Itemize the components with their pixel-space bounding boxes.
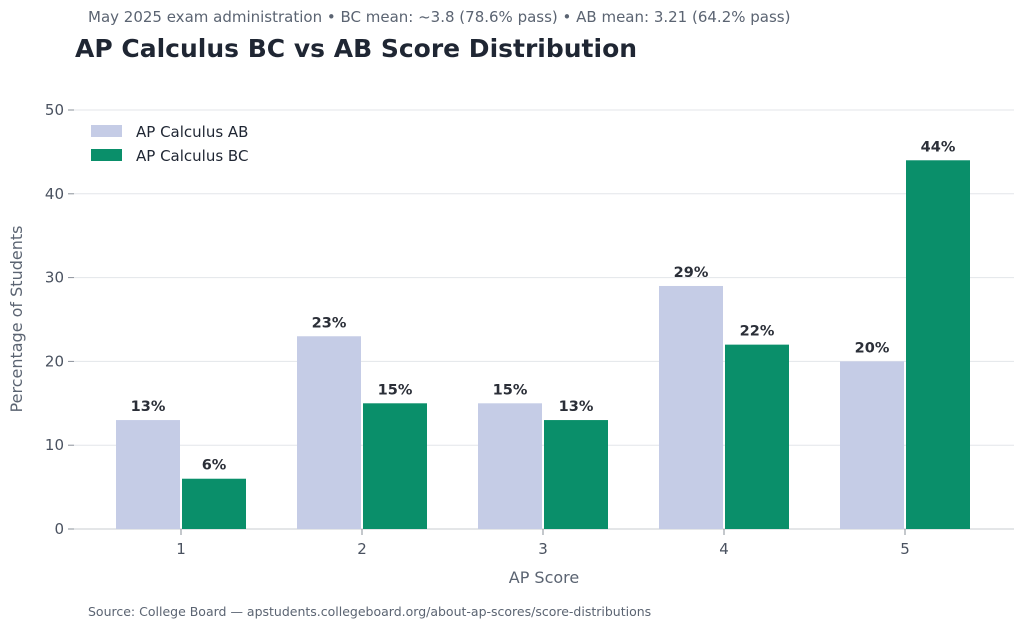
- y-tick-label: 10: [45, 436, 64, 454]
- data-label: 44%: [921, 139, 956, 155]
- data-label: 20%: [855, 340, 890, 356]
- bar-bc-score-4: [725, 344, 789, 529]
- x-tick-label: 3: [538, 540, 548, 558]
- data-label: 15%: [378, 382, 413, 398]
- legend: AP Calculus AB AP Calculus BC: [91, 123, 248, 165]
- chart-subtitle: May 2025 exam administration • BC mean: …: [88, 8, 791, 26]
- x-tick-label: 1: [176, 540, 186, 558]
- data-label: 15%: [493, 382, 528, 398]
- bar-ab-score-2: [297, 336, 361, 529]
- chart-title: AP Calculus BC vs AB Score Distribution: [75, 34, 638, 63]
- y-tick-label: 40: [45, 185, 64, 203]
- bar-bc-score-3: [544, 420, 608, 529]
- source-note: Source: College Board — apstudents.colle…: [88, 604, 652, 619]
- bar-ab-score-4: [659, 285, 723, 529]
- x-axis-title: AP Score: [509, 568, 580, 587]
- bar-bc-score-1: [182, 478, 246, 529]
- y-tick-label: 50: [45, 101, 64, 119]
- y-tick-label: 20: [45, 352, 64, 370]
- y-axis: 0 10 20 30 40 50: [45, 101, 74, 538]
- legend-swatch: [91, 125, 122, 137]
- x-tick-label: 4: [719, 540, 729, 558]
- bar-ab-score-3: [478, 403, 542, 529]
- x-tick-label: 5: [900, 540, 910, 558]
- bar-bc-score-5: [906, 160, 970, 529]
- data-label: 23%: [312, 315, 347, 331]
- y-axis-title: Percentage of Students: [7, 226, 26, 413]
- data-label: 6%: [202, 458, 227, 474]
- data-label: 29%: [674, 265, 709, 281]
- bars: [116, 160, 970, 529]
- data-label: 13%: [559, 399, 594, 415]
- legend-swatch: [91, 149, 122, 161]
- bar-ab-score-5: [840, 361, 904, 529]
- x-axis: 1 2 3 4 5: [74, 528, 1014, 558]
- y-tick-label: 0: [54, 520, 64, 538]
- data-label: 22%: [740, 324, 775, 340]
- x-tick-label: 2: [357, 540, 367, 558]
- bar-bc-score-2: [363, 403, 427, 529]
- legend-label: AP Calculus BC: [136, 147, 248, 165]
- y-tick-label: 30: [45, 269, 64, 287]
- bar-ab-score-1: [116, 420, 180, 529]
- legend-label: AP Calculus AB: [136, 123, 248, 141]
- data-label: 13%: [131, 399, 166, 415]
- data-labels: 13% 6% 23% 15% 15% 13% 29% 22% 20% 44%: [131, 139, 956, 473]
